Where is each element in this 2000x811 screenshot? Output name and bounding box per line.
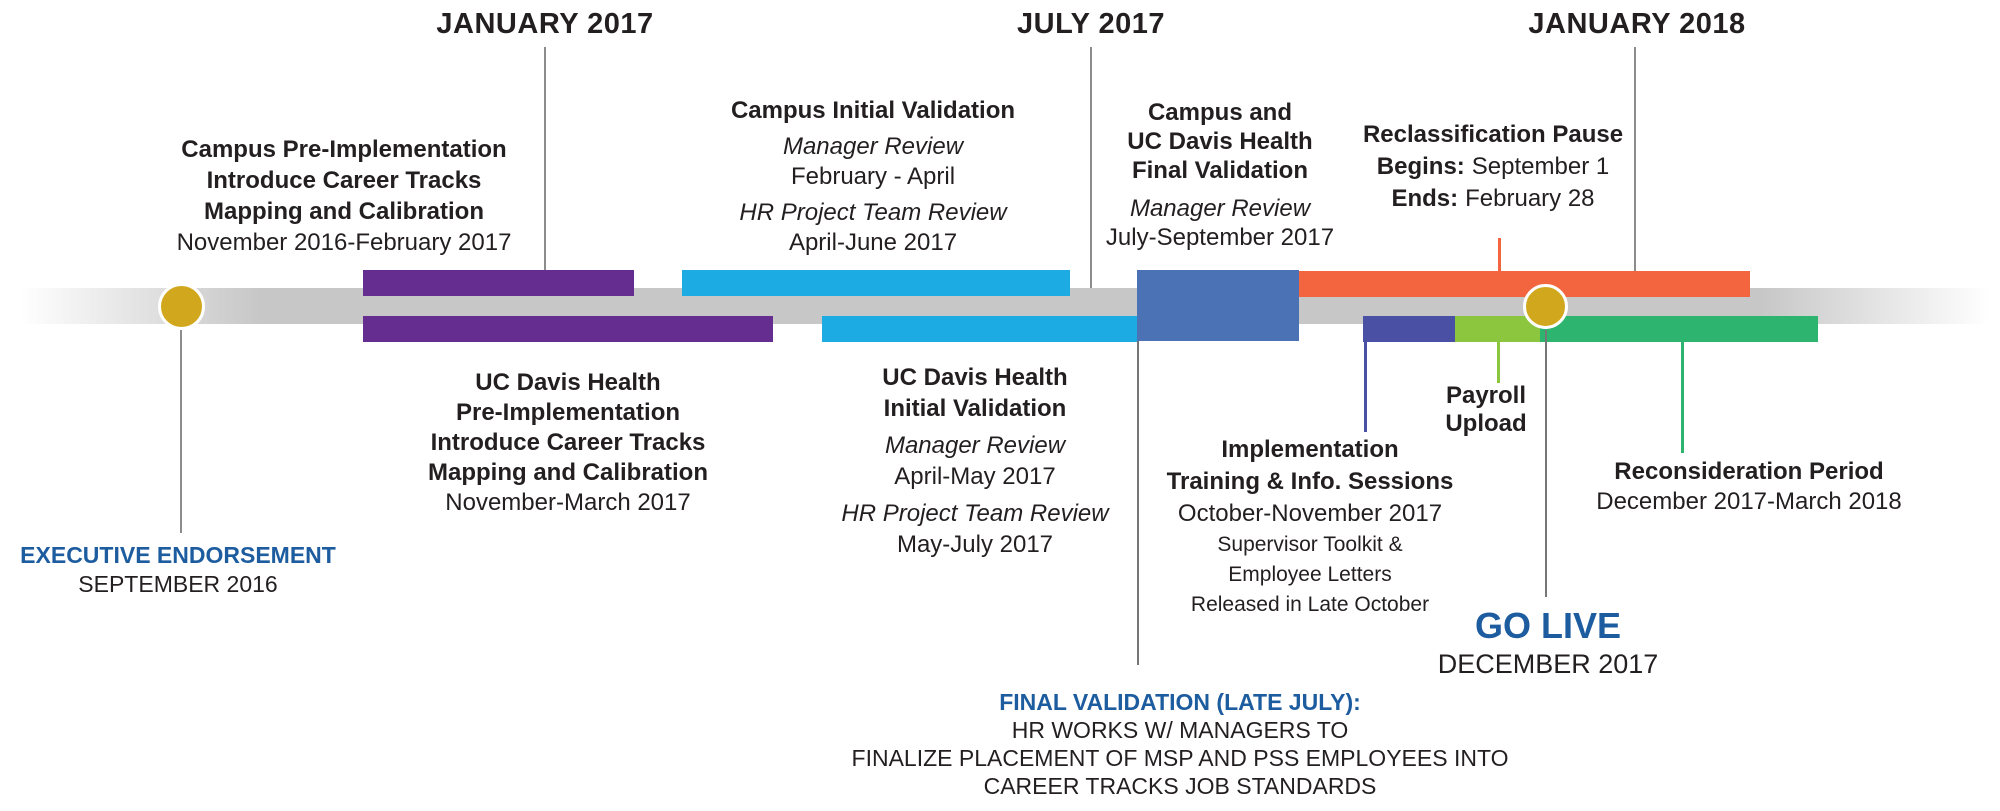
final-validation-dates: July-September 2017 [1105, 224, 1335, 251]
payroll-upload-label: Payroll Upload [1445, 382, 1526, 438]
ucdh-initial-title2: Initial Validation [883, 395, 1067, 422]
executive-endorsement-connector-line [180, 330, 182, 533]
go-live-date: DECEMBER 2017 [1437, 649, 1659, 679]
implementation-toolkit-line3: Released in Late October [1190, 593, 1430, 616]
ucdh-initial-validation-label: UC Davis Health Initial Validation Manag… [841, 362, 1108, 560]
final-validation-title3: Final Validation [1131, 157, 1309, 184]
reclassification-begins-value: September 1 [1471, 153, 1610, 180]
reconsideration-connector-line [1681, 341, 1684, 453]
reclassification-ends: Ends: February 28 [1363, 183, 1623, 215]
reclassification-title: Reclassification Pause [1362, 121, 1624, 148]
campus-initial-manager-review-dates: February - April [790, 163, 956, 190]
campus-pre-dates: November 2016-February 2017 [176, 229, 512, 256]
implementation-toolkit-line1: Supervisor Toolkit & [1217, 533, 1403, 556]
go-live-milestone-marker [1523, 284, 1568, 329]
bar-reconsideration-period [1540, 316, 1818, 342]
july-2017-connector-line [1090, 47, 1092, 288]
january-2018-connector-line [1634, 47, 1636, 271]
campus-initial-hr-review-dates: April-June 2017 [788, 229, 958, 256]
ucdh-pre-implementation-label: UC Davis Health Pre-Implementation Intro… [428, 368, 708, 518]
bar-final-validation [1137, 270, 1299, 341]
campus-pre-line3: Mapping and Calibration [203, 198, 484, 225]
final-validation-title1: Campus and [1147, 99, 1293, 126]
reclassification-begins-label: Begins: [1376, 153, 1465, 180]
campus-pre-implementation-label: Campus Pre-Implementation Introduce Care… [177, 134, 512, 258]
go-live-label: GO LIVE DECEMBER 2017 [1438, 604, 1659, 681]
implementation-line1: Implementation [1221, 436, 1399, 463]
payroll-upload-connector-line [1497, 341, 1500, 383]
reclassification-pause-connector-line [1498, 238, 1501, 271]
implementation-connector-line [1364, 341, 1367, 432]
implementation-toolkit-line2: Employee Letters [1228, 563, 1392, 586]
campus-initial-manager-review: Manager Review [782, 133, 964, 160]
ucdh-initial-hr-review-dates: May-July 2017 [896, 531, 1054, 558]
final-validation-manager-review: Manager Review [1129, 195, 1311, 222]
final-validation-note: FINAL VALIDATION (LATE JULY): HR WORKS W… [852, 688, 1509, 800]
bar-reclassification-pause [1299, 271, 1750, 297]
final-validation-note-line3: CAREER TRACKS JOB STANDARDS [983, 773, 1377, 799]
campus-pre-line1: Campus Pre-Implementation [181, 136, 507, 163]
final-validation-note-connector-line [1137, 341, 1139, 665]
bar-payroll-upload [1455, 316, 1540, 342]
reclassification-pause-label: Reclassification Pause Begins: September … [1363, 119, 1623, 215]
payroll-line2: Upload [1445, 410, 1527, 437]
executive-endorsement-milestone-marker [158, 283, 205, 330]
bar-ucdh-initial-validation [822, 316, 1137, 342]
executive-endorsement-label: EXECUTIVE ENDORSEMENT SEPTEMBER 2016 [20, 541, 336, 599]
ucdh-pre-line4: Mapping and Calibration [428, 459, 708, 486]
ucdh-pre-line2: Pre-Implementation [455, 399, 681, 426]
campus-pre-line2: Introduce Career Tracks [206, 167, 482, 194]
ucdh-pre-dates: November-March 2017 [445, 489, 691, 516]
ucdh-initial-title1: UC Davis Health [882, 364, 1068, 391]
final-validation-note-line1: HR WORKS W/ MANAGERS TO [1011, 717, 1349, 743]
final-validation-title2: UC Davis Health [1127, 128, 1313, 155]
implementation-dates: October-November 2017 [1177, 500, 1443, 527]
date-label-july-2017: JULY 2017 [1016, 8, 1166, 40]
reclassification-ends-label: Ends: [1391, 185, 1459, 212]
bar-implementation-training [1363, 316, 1455, 342]
reconsideration-period-label: Reconsideration Period December 2017-Mar… [1596, 457, 1902, 517]
go-live-title: GO LIVE [1474, 605, 1622, 646]
campus-initial-title: Campus Initial Validation [730, 97, 1016, 124]
date-label-january-2018: JANUARY 2018 [1528, 8, 1746, 40]
implementation-training-label: Implementation Training & Info. Sessions… [1167, 434, 1454, 620]
ucdh-pre-line3: Introduce Career Tracks [430, 429, 706, 456]
campus-initial-validation-label: Campus Initial Validation Manager Review… [731, 96, 1015, 258]
ucdh-initial-manager-review-dates: April-May 2017 [894, 463, 1056, 490]
bar-ucdh-pre-implementation [363, 316, 773, 342]
reconsideration-title: Reconsideration Period [1614, 458, 1884, 485]
go-live-connector-line [1545, 330, 1547, 597]
ucdh-initial-manager-review: Manager Review [884, 432, 1066, 459]
date-label-january-2017: JANUARY 2017 [436, 8, 654, 40]
reclassification-ends-value: February 28 [1465, 185, 1595, 212]
campus-initial-hr-review: HR Project Team Review [739, 199, 1007, 226]
final-validation-note-title: FINAL VALIDATION (LATE JULY): [999, 689, 1361, 715]
implementation-line2: Training & Info. Sessions [1166, 468, 1454, 495]
ucdh-pre-line1: UC Davis Health [475, 369, 661, 396]
bar-campus-pre-implementation [363, 270, 634, 296]
reconsideration-dates: December 2017-March 2018 [1596, 488, 1902, 515]
january-2017-connector-line [544, 47, 546, 270]
payroll-line1: Payroll [1445, 382, 1527, 409]
final-validation-note-line2: FINALIZE PLACEMENT OF MSP AND PSS EMPLOY… [851, 745, 1509, 771]
executive-endorsement-date: SEPTEMBER 2016 [78, 571, 278, 597]
reclassification-begins: Begins: September 1 [1363, 151, 1623, 183]
ucdh-initial-hr-review: HR Project Team Review [841, 500, 1109, 527]
bar-campus-initial-validation [682, 270, 1070, 296]
final-validation-label: Campus and UC Davis Health Final Validat… [1106, 98, 1334, 252]
executive-endorsement-title: EXECUTIVE ENDORSEMENT [20, 542, 336, 568]
